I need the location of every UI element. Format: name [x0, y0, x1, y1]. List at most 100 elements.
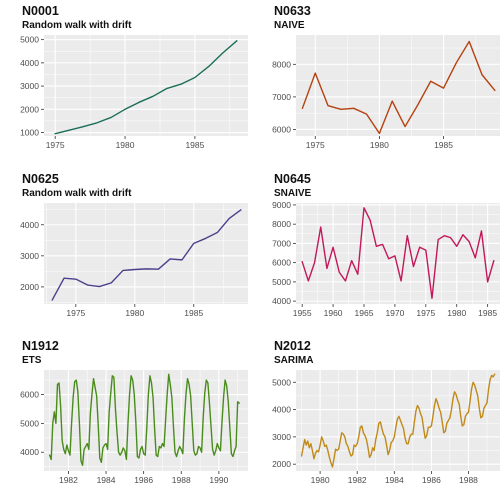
chart-panel-n0645: N0645 SNAIVE 1955 1960 1965 1970 1975 1980 1985 4…	[272, 172, 500, 318]
data-point	[82, 126, 84, 128]
data-point	[88, 448, 90, 450]
data-point	[372, 447, 374, 449]
data-point	[437, 239, 439, 240]
data-point	[110, 117, 112, 118]
data-point	[443, 87, 444, 89]
data-point	[196, 453, 198, 455]
data-point	[474, 384, 476, 386]
y-tick-label: 5000	[20, 418, 39, 428]
data-point	[104, 444, 105, 446]
y-tick-label: 4000	[20, 58, 39, 68]
data-point	[143, 453, 145, 455]
data-point	[171, 397, 173, 398]
data-point	[96, 395, 98, 397]
data-point	[361, 425, 363, 427]
data-point	[173, 425, 174, 427]
data-point	[485, 405, 486, 406]
y-tick-label: 8000	[272, 219, 291, 229]
chart-title: N0001	[22, 4, 59, 18]
data-point	[194, 454, 196, 456]
data-point	[146, 268, 147, 270]
x-tick-label: 1970	[385, 308, 404, 318]
data-point	[472, 381, 474, 383]
data-point	[468, 41, 470, 42]
chart-title: N0625	[22, 172, 59, 186]
data-point	[121, 451, 123, 453]
data-point	[182, 453, 184, 455]
data-point	[432, 416, 434, 417]
data-point	[209, 402, 210, 404]
data-point	[74, 381, 76, 382]
data-point	[218, 447, 220, 449]
y-tick-label: 3000	[20, 251, 39, 261]
data-point	[359, 426, 361, 428]
data-point	[493, 260, 495, 262]
data-point	[176, 456, 177, 457]
chart-panel-n0625: N0625 Random walk with drift 1975 1980 1985 2…	[20, 172, 248, 318]
data-point	[376, 432, 378, 434]
x-tick-label: 1990	[209, 475, 228, 485]
data-point	[427, 426, 429, 428]
data-point	[344, 436, 346, 438]
series-line-n0001	[54, 40, 238, 135]
data-point	[406, 443, 408, 445]
data-point	[358, 436, 360, 438]
data-point	[220, 450, 221, 452]
plot-background	[44, 203, 248, 304]
data-point	[216, 443, 218, 444]
data-point	[227, 401, 229, 403]
data-point	[199, 447, 201, 449]
data-point	[99, 286, 100, 287]
data-point	[401, 424, 403, 425]
x-tick-label: 1985	[184, 308, 203, 318]
data-point	[301, 261, 303, 263]
data-point	[446, 422, 448, 424]
x-tick-label: 1986	[134, 475, 153, 485]
data-point	[469, 400, 471, 402]
data-point	[102, 447, 104, 449]
data-point	[111, 375, 113, 377]
data-point	[455, 394, 457, 395]
data-point	[205, 379, 207, 381]
data-point	[185, 394, 187, 395]
data-point	[144, 454, 146, 456]
data-point	[49, 454, 51, 456]
data-point	[180, 448, 182, 450]
data-point	[311, 450, 313, 451]
data-point	[72, 397, 74, 398]
chart-panel-n0001: N0001 Random walk with drift 1975 1980 1985 1…	[20, 4, 248, 150]
data-point	[326, 268, 328, 269]
data-point	[234, 450, 235, 452]
data-point	[409, 436, 411, 438]
data-point	[345, 443, 347, 445]
data-point	[97, 424, 99, 426]
data-point	[158, 446, 160, 447]
data-point	[188, 384, 190, 385]
data-point	[494, 373, 496, 375]
x-tick-label: 1980	[116, 140, 135, 150]
data-point	[389, 450, 391, 451]
data-point	[60, 405, 62, 407]
x-tick-label: 1986	[422, 475, 441, 485]
data-point	[66, 444, 68, 446]
data-point	[421, 417, 423, 419]
y-tick-label: 2000	[20, 282, 39, 292]
data-point	[55, 422, 57, 424]
chart-title: N0645	[274, 172, 311, 186]
data-point	[381, 428, 383, 430]
x-tick-label: 1965	[355, 308, 374, 318]
x-tick-label: 1984	[97, 475, 116, 485]
data-point	[353, 107, 355, 109]
data-point	[127, 422, 129, 424]
data-point	[387, 454, 389, 456]
data-point	[210, 425, 212, 427]
data-point	[316, 450, 318, 451]
data-point	[345, 280, 346, 282]
data-point	[118, 451, 119, 453]
data-point	[431, 297, 433, 299]
data-point	[342, 433, 344, 435]
y-tick-label: 2000	[272, 459, 291, 469]
x-tick-label: 1975	[66, 308, 85, 318]
data-point	[194, 77, 196, 78]
